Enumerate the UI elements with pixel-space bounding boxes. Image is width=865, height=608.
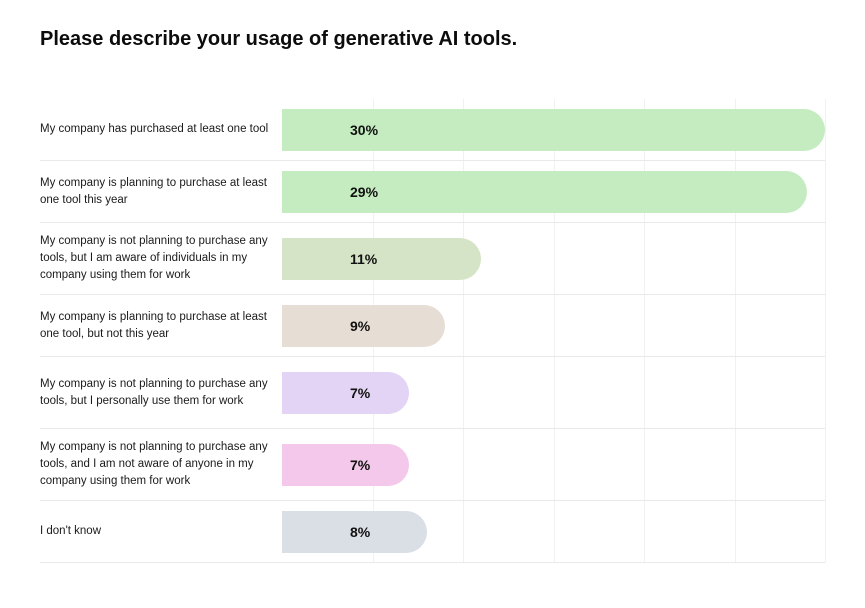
chart-row: My company has purchased at least one to… [40,99,825,161]
bar [282,372,409,414]
chart-title: Please describe your usage of generative… [40,28,825,51]
bar-value: 30% [350,122,378,138]
row-label-cell: My company is not planning to purchase a… [40,233,282,283]
bar [282,238,481,280]
row-label: My company is planning to purchase at le… [40,309,272,342]
bar-value: 7% [350,385,370,401]
chart-row: I don't know 8% [40,501,825,563]
row-label-cell: My company is not planning to purchase a… [40,376,282,409]
bar-value: 7% [350,457,370,473]
chart-row: My company is not planning to purchase a… [40,429,825,501]
row-bar-cell: 30% [282,99,825,160]
row-bar-cell: 8% [282,501,825,562]
bar [282,444,409,486]
row-label-cell: My company is not planning to purchase a… [40,439,282,489]
row-label: My company is not planning to purchase a… [40,376,272,409]
row-bar-cell: 29% [282,161,825,222]
row-bar-cell: 7% [282,357,825,428]
row-bar-cell: 11% [282,223,825,294]
row-label: My company is not planning to purchase a… [40,439,272,489]
chart-row: My company is not planning to purchase a… [40,357,825,429]
bar-value: 9% [350,318,370,334]
bar-chart: My company has purchased at least one to… [40,99,825,563]
row-label-cell: My company is planning to purchase at le… [40,175,282,208]
row-label: My company is not planning to purchase a… [40,233,272,283]
row-label-cell: I don't know [40,523,282,540]
row-bar-cell: 7% [282,429,825,500]
bar-value: 29% [350,184,378,200]
row-label-cell: My company has purchased at least one to… [40,121,282,138]
row-label: I don't know [40,523,101,540]
row-label: My company has purchased at least one to… [40,121,268,138]
chart-row: My company is planning to purchase at le… [40,161,825,223]
row-label: My company is planning to purchase at le… [40,175,272,208]
row-label-cell: My company is planning to purchase at le… [40,309,282,342]
gridline [825,99,826,563]
chart-row: My company is planning to purchase at le… [40,295,825,357]
chart-frame: Please describe your usage of generative… [0,0,865,608]
row-bar-cell: 9% [282,295,825,356]
bar-value: 11% [350,251,377,267]
chart-row: My company is not planning to purchase a… [40,223,825,295]
bar-value: 8% [350,524,370,540]
